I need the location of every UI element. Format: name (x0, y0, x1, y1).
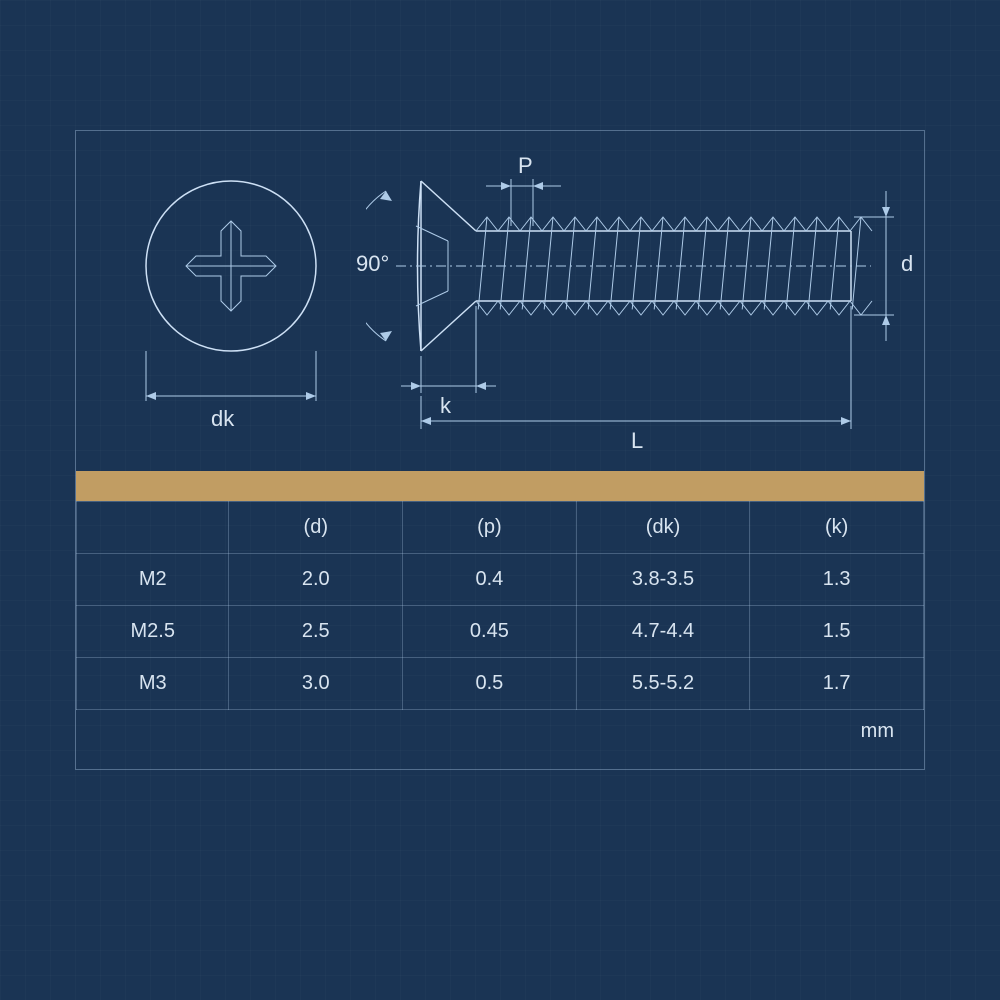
unit-label: mm (76, 710, 924, 753)
table-cell: 5.5-5.2 (576, 658, 750, 710)
table-cell: 0.5 (403, 658, 577, 710)
k-label: k (440, 393, 451, 419)
table-cell: 3.8-3.5 (576, 554, 750, 606)
L-label: L (631, 428, 643, 454)
table-cell: 2.5 (229, 606, 403, 658)
table-cell: 2.0 (229, 554, 403, 606)
diagram-area: dk (76, 131, 924, 471)
screw-head-top-view (76, 131, 376, 431)
table-cell: 4.7-4.4 (576, 606, 750, 658)
col-k: (k) (750, 502, 924, 554)
table-cell: 0.4 (403, 554, 577, 606)
col-d: (d) (229, 502, 403, 554)
unit-row: mm (76, 710, 924, 753)
dk-label: dk (211, 406, 234, 432)
table-cell: M2.5 (77, 606, 229, 658)
P-label: P (518, 153, 533, 179)
spec-panel: dk (75, 130, 925, 770)
col-p: (p) (403, 502, 577, 554)
table-cell: 0.45 (403, 606, 577, 658)
col-dk: (dk) (576, 502, 750, 554)
table-cell: M3 (77, 658, 229, 710)
gold-divider (76, 471, 924, 501)
table-cell: 1.7 (750, 658, 924, 710)
angle-label: 90° (356, 251, 389, 277)
col-blank (77, 502, 229, 554)
table-cell: 1.5 (750, 606, 924, 658)
d-label: d (901, 251, 913, 277)
table-row: M22.00.43.8-3.51.3 (77, 554, 924, 606)
table-header-row: (d) (p) (dk) (k) (77, 502, 924, 554)
table-row: M2.52.50.454.7-4.41.5 (77, 606, 924, 658)
table-row: M33.00.55.5-5.21.7 (77, 658, 924, 710)
table-cell: 1.3 (750, 554, 924, 606)
table-cell: 3.0 (229, 658, 403, 710)
table-cell: M2 (77, 554, 229, 606)
spec-table: (d) (p) (dk) (k) M22.00.43.8-3.51.3M2.52… (76, 501, 924, 753)
